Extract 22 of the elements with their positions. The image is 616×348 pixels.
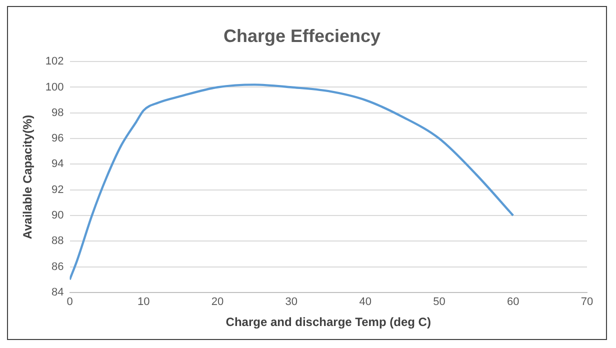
x-tick-label: 70 [580, 296, 594, 308]
x-tick-label: 0 [66, 296, 73, 308]
y-tick-label: 100 [45, 81, 64, 94]
line-series [70, 84, 514, 281]
y-tick-label: 88 [52, 235, 64, 248]
y-tick-label: 86 [52, 260, 64, 273]
y-tick-label: 90 [52, 210, 64, 222]
y-tick-label: 96 [52, 132, 64, 145]
x-tick-label: 50 [433, 296, 446, 308]
y-tick-label: 102 [45, 56, 64, 68]
y-tick-label: 84 [52, 286, 64, 298]
y-tick-label: 92 [52, 184, 64, 196]
x-tick-label: 20 [211, 296, 224, 308]
x-tick-label: 40 [359, 296, 372, 308]
chart-title: Charge Effeciency [223, 26, 381, 46]
y-tick-label: 98 [52, 106, 64, 119]
y-axis-title: Available Capacity(%) [20, 114, 35, 240]
x-axis-title: Charge and discharge Temp (deg C) [226, 315, 431, 330]
y-tick-label: 94 [52, 158, 64, 170]
x-tick-label: 30 [285, 296, 298, 308]
x-tick-label: 60 [506, 296, 520, 308]
x-tick-label: 10 [138, 296, 150, 308]
